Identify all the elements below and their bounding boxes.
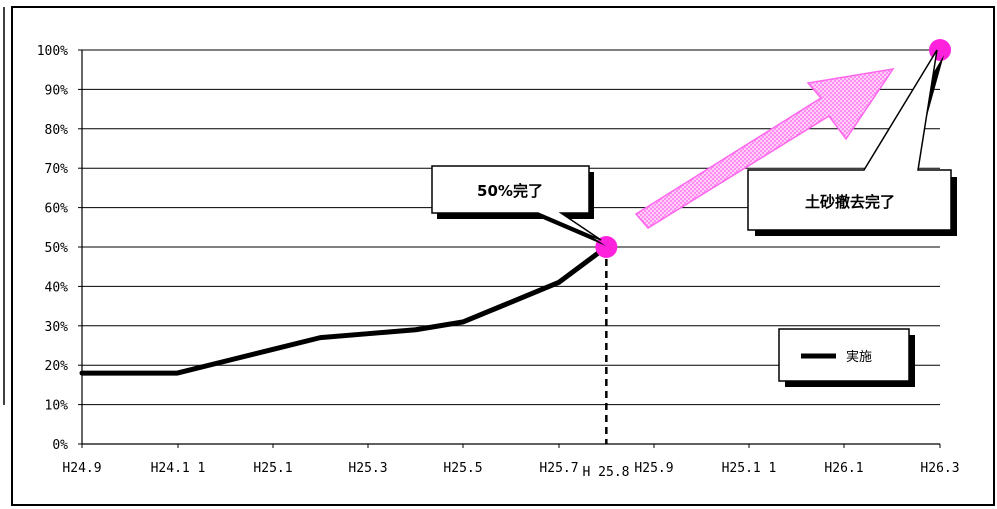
- x-tick-label: H25.7: [539, 461, 578, 476]
- series-line-jisshi: [79, 244, 609, 376]
- tick-labels: 0% 10% 20% 30% 40% 50% 60% 70% 80% 90% 100% H24.9 H2…: [37, 44, 960, 480]
- callout-complete: 土砂撤去完了: [747, 49, 957, 236]
- legend-label: 実施: [846, 349, 872, 365]
- x-tick-label: H25.3: [348, 461, 387, 476]
- y-tick-label: 0%: [52, 438, 68, 453]
- legend: 実施: [778, 328, 915, 387]
- x-tick-label: H25.1: [253, 461, 292, 476]
- marker-50pct: [595, 236, 618, 258]
- x-tick-label: H25.5: [443, 461, 482, 476]
- y-tick-label: 70%: [45, 162, 69, 177]
- y-tick-label: 80%: [45, 123, 69, 138]
- x-tick-label: H25.1 1: [722, 461, 777, 476]
- gridlines: [78, 49, 941, 448]
- x-tick-label: H26.3: [920, 461, 959, 476]
- y-tick-label: 100%: [37, 44, 68, 59]
- callout-box: [747, 49, 952, 231]
- y-tick-label: 60%: [45, 202, 69, 217]
- chart-frame: [11, 6, 995, 506]
- callout-text-complete: 土砂撤去完了: [805, 193, 895, 211]
- x-tick-label: H24.9: [62, 461, 101, 476]
- progress-arrow: [634, 67, 895, 229]
- callout-text-50pct: 50%完了: [477, 182, 543, 200]
- series-line: [79, 67, 895, 444]
- x-tick-label: H25.9: [634, 461, 673, 476]
- x-tick-label-extra: H 25.8: [583, 465, 630, 480]
- y-tick-label: 10%: [45, 399, 69, 414]
- y-tick-label: 30%: [45, 320, 69, 335]
- callout-50pct: 50%完了: [431, 165, 606, 246]
- x-tick-label: H26.1: [824, 461, 863, 476]
- callout-box: [431, 165, 602, 241]
- y-tick-label: 40%: [45, 280, 69, 295]
- y-tick-label: 90%: [45, 83, 69, 98]
- legend-box: [778, 328, 910, 382]
- y-tick-label: 20%: [45, 359, 69, 374]
- y-tick-label: 50%: [45, 241, 69, 256]
- x-tick-label: H24.1 1: [151, 461, 206, 476]
